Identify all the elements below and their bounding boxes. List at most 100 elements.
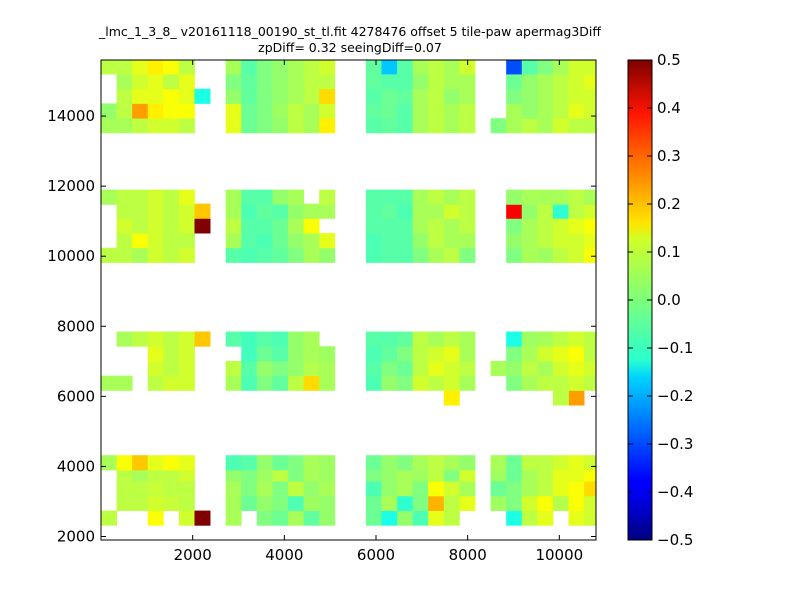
- heatmap-cell: [272, 103, 289, 119]
- heatmap-cell: [412, 74, 429, 90]
- colorbar-tick-label: 0.3: [657, 147, 681, 165]
- heatmap-cell: [288, 346, 304, 362]
- heatmap-cell: [412, 88, 429, 104]
- heatmap-cell: [443, 481, 460, 497]
- heatmap-cell: [178, 455, 195, 471]
- heatmap-cell: [288, 481, 304, 497]
- heatmap-cell: [521, 247, 538, 263]
- heatmap-cell: [303, 510, 320, 526]
- heatmap-cell: [584, 455, 596, 471]
- heatmap-cell: [584, 466, 596, 482]
- heatmap-cell: [163, 74, 180, 90]
- axes: 2000 4000 6000 8000 10000 2000 4000 6000 8000 100…: [47, 60, 596, 564]
- heatmap-cell: [506, 233, 523, 249]
- chart-title: _lmc_1_3_8_ v20161118_00190_st_tl.fit 42…: [98, 24, 602, 39]
- heatmap-cell: [537, 346, 554, 362]
- heatmap-cell: [241, 247, 258, 263]
- heatmap-cell: [552, 74, 569, 90]
- heatmap-cell: [303, 88, 320, 104]
- heatmap-cell: [584, 360, 596, 377]
- heatmap-cell: [365, 510, 382, 526]
- heatmap-cell: [132, 233, 149, 249]
- heatmap-cell: [568, 481, 585, 497]
- colorbar-tick-label: −0.1: [657, 339, 693, 357]
- heatmap-cell: [116, 495, 133, 511]
- heatmap-cell: [272, 510, 289, 526]
- y-tick-label: 6000: [57, 387, 95, 405]
- heatmap-cell: [412, 346, 429, 362]
- heatmap-cell: [116, 375, 133, 391]
- heatmap-cell: [272, 360, 289, 377]
- heatmap-cell: [459, 103, 476, 119]
- heatmap-cell: [537, 481, 554, 497]
- heatmap-cell: [147, 74, 164, 90]
- heatmap-cell: [443, 233, 460, 249]
- heatmap-cell: [241, 233, 258, 249]
- heatmap-cell: [537, 247, 554, 263]
- heatmap-cell: [506, 360, 523, 377]
- heatmap-cell: [568, 233, 585, 249]
- heatmap-cell: [132, 60, 149, 75]
- heatmap-cell: [163, 455, 180, 471]
- heatmap-cell: [521, 233, 538, 249]
- heatmap-cell: [147, 510, 164, 526]
- heatmap-cell: [552, 346, 569, 362]
- heatmap-cell: [178, 346, 195, 362]
- heatmap-cell: [116, 455, 133, 471]
- heatmap-cell: [241, 375, 258, 391]
- heatmap-cell: [163, 60, 180, 75]
- heatmap-cell: [163, 218, 180, 234]
- heatmap-cell: [459, 247, 476, 263]
- heatmap-cell: [443, 88, 460, 104]
- heatmap-cell: [568, 346, 585, 362]
- heatmap-cell: [272, 346, 289, 362]
- heatmap-cell: [552, 455, 569, 471]
- heatmap-cell: [256, 233, 273, 249]
- heatmap-cell: [506, 375, 523, 391]
- colorbar-tick-label: 0.5: [657, 51, 681, 69]
- heatmap-cell: [365, 233, 382, 249]
- heatmap-cell: [412, 218, 429, 234]
- heatmap-cell: [163, 88, 180, 104]
- heatmap-cell: [225, 74, 242, 90]
- heatmap-cell: [147, 189, 164, 205]
- heatmap-cell: [241, 218, 258, 234]
- heatmap-cell: [552, 233, 569, 249]
- x-tick-label: 6000: [357, 546, 395, 564]
- heatmap-cell: [225, 103, 242, 119]
- heatmap-cell: [163, 331, 180, 347]
- heatmap-cell: [272, 74, 289, 90]
- heatmap-cell: [303, 203, 320, 219]
- heatmap-cell: [490, 481, 507, 497]
- heatmap-cell: [303, 481, 320, 497]
- heatmap-cell: [365, 189, 382, 205]
- heatmap-cell: [459, 455, 476, 471]
- heatmap-cell: [319, 481, 336, 497]
- heatmap-cell: [225, 360, 242, 377]
- heatmap-cell: [506, 88, 523, 104]
- heatmap-cell: [568, 331, 585, 347]
- heatmap-cell: [412, 233, 429, 249]
- heatmap-cell: [178, 375, 195, 391]
- heatmap-cell: [443, 331, 460, 347]
- heatmap-cell: [288, 233, 304, 249]
- heatmap-cell: [303, 495, 320, 511]
- heatmap-cell: [443, 375, 460, 391]
- heatmap-cell: [381, 510, 398, 526]
- heatmap-cell: [397, 481, 414, 497]
- heatmap-cell: [506, 247, 523, 263]
- heatmap-cell: [241, 455, 258, 471]
- heatmap-cell: [256, 189, 273, 205]
- heatmap-cell: [163, 233, 180, 249]
- heatmap-cell: [303, 218, 320, 234]
- heatmap-cell: [178, 218, 195, 234]
- heatmap-cell: [381, 103, 398, 119]
- heatmap-cell: [256, 88, 273, 104]
- heatmap-cell: [552, 103, 569, 119]
- heatmap-cell: [319, 510, 336, 526]
- heatmap-cell: [319, 88, 336, 104]
- heatmap-cell: [428, 189, 445, 205]
- heatmap-cell: [225, 88, 242, 104]
- heatmap-cell: [288, 218, 304, 234]
